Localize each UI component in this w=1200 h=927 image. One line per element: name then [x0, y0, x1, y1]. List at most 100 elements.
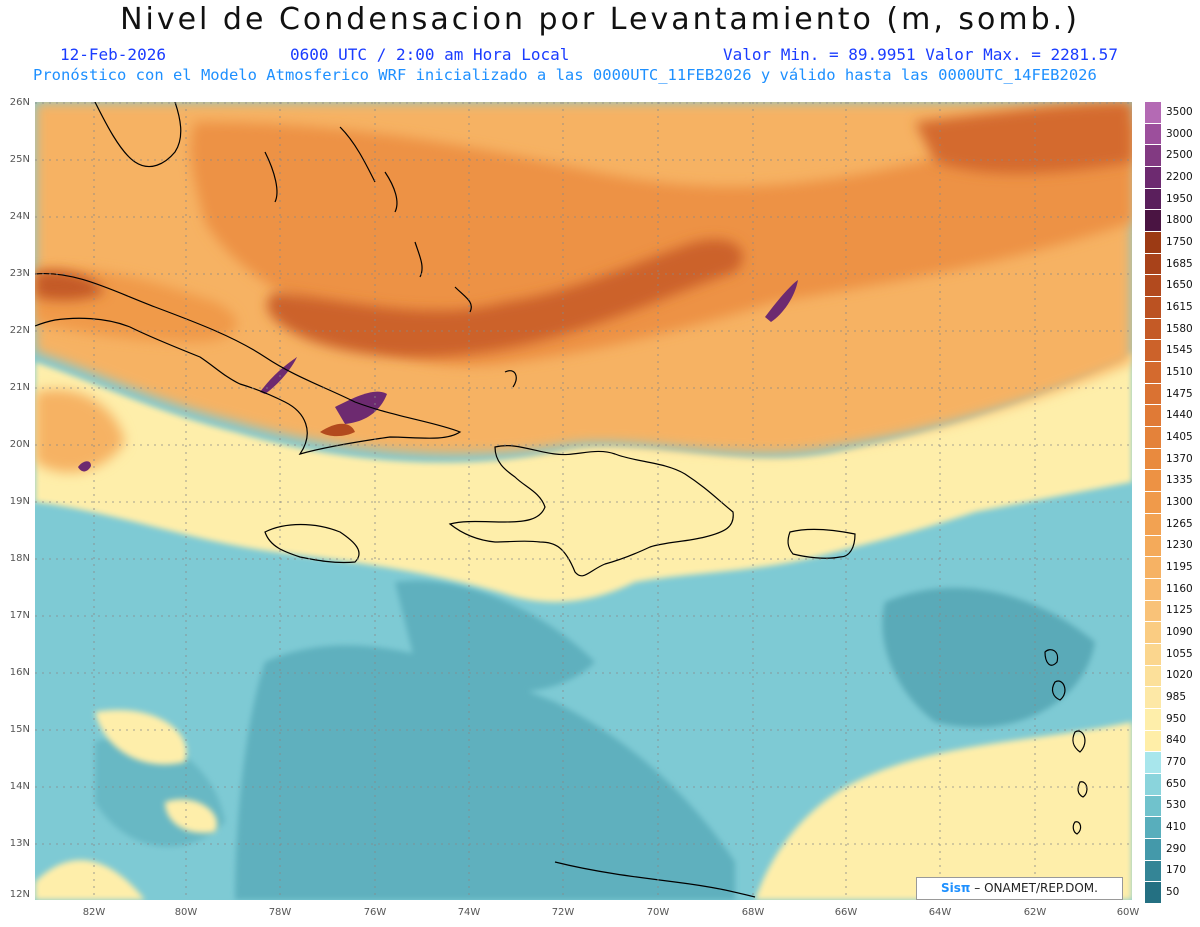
colorbar-label: 1440 — [1166, 409, 1193, 422]
colorbar-label: 3000 — [1166, 127, 1193, 140]
lon-label: 62W — [1023, 907, 1047, 918]
colorbar-swatch — [1145, 513, 1161, 536]
colorbar-label: 1370 — [1166, 452, 1193, 465]
sisp-logo: Sisπ — [941, 881, 971, 895]
lon-label: 70W — [646, 907, 670, 918]
colorbar-swatch — [1145, 297, 1161, 319]
colorbar-swatch — [1145, 383, 1161, 406]
coastlines — [35, 102, 1088, 898]
lon-label: 72W — [551, 907, 575, 918]
forecast-date: 12-Feb-2026 — [60, 45, 166, 64]
colorbar-swatch — [1145, 275, 1161, 298]
lon-label: 74W — [457, 907, 481, 918]
colorbar-swatch — [1145, 102, 1161, 124]
colorbar-swatch — [1145, 427, 1161, 449]
colorbar-label: 1750 — [1166, 235, 1193, 248]
colorbar-swatch — [1145, 405, 1161, 428]
map-title: Nivel de Condensacion por Levantamiento … — [120, 2, 1080, 37]
colorbar-label: 170 — [1166, 864, 1187, 877]
colorbar-label: 1510 — [1166, 365, 1193, 378]
colorbar-swatch — [1145, 643, 1161, 666]
colorbar-label: 1685 — [1166, 257, 1193, 270]
lon-label: 66W — [834, 907, 858, 918]
colorbar-swatch — [1145, 665, 1161, 688]
colorbar-swatch — [1145, 860, 1161, 883]
lon-label: 76W — [363, 907, 387, 918]
colorbar-label: 1160 — [1166, 582, 1193, 595]
colorbar-swatch — [1145, 448, 1161, 471]
forecast-time: 0600 UTC / 2:00 am Hora Local — [290, 45, 570, 64]
lcl-map — [35, 102, 1132, 900]
lat-lon-grid — [35, 102, 1132, 900]
colorbar-label: 1300 — [1166, 496, 1193, 508]
colorbar-label: 530 — [1166, 799, 1187, 812]
colorbar-swatch — [1145, 557, 1161, 579]
colorbar-swatch — [1145, 817, 1161, 839]
colorbar-swatch — [1145, 795, 1161, 818]
colorbar-swatch — [1145, 492, 1161, 514]
lat-label: 22N — [9, 325, 30, 336]
colorbar-label: 1800 — [1166, 214, 1193, 227]
colorbar-swatch — [1145, 318, 1161, 341]
colorbar-label: 1265 — [1166, 517, 1193, 530]
colorbar-swatch — [1145, 210, 1161, 233]
colorbar-label: 1405 — [1166, 430, 1193, 443]
lon-label: 68W — [741, 907, 765, 918]
model-description: Pronóstico con el Modelo Atmosferico WRF… — [33, 66, 1097, 84]
colorbar-swatch — [1145, 470, 1161, 493]
colorbar-label: 1195 — [1166, 561, 1193, 574]
colorbar-swatch — [1145, 253, 1161, 276]
colorbar-swatch — [1145, 730, 1161, 753]
lat-label: 12N — [9, 889, 30, 900]
lat-label: 20N — [9, 439, 30, 450]
colorbar-swatch — [1145, 882, 1161, 904]
lon-label: 64W — [928, 907, 952, 918]
min-max-values: Valor Min. = 89.9951 Valor Max. = 2281.5… — [723, 45, 1118, 64]
colorbar-swatch — [1145, 232, 1161, 254]
lat-label: 17N — [9, 610, 30, 621]
colorbar-label: 1020 — [1166, 669, 1193, 682]
colorbar-label: 950 — [1166, 712, 1187, 725]
colorbar-label: 2200 — [1166, 170, 1193, 183]
colorbar — [1145, 102, 1161, 904]
colorbar-swatch — [1145, 340, 1161, 363]
colorbar-label: 1230 — [1166, 539, 1193, 552]
colorbar-swatch — [1145, 752, 1161, 774]
lat-label: 23N — [9, 268, 30, 279]
colorbar-swatch — [1145, 535, 1161, 558]
colorbar-label: 1125 — [1166, 604, 1193, 617]
lat-label: 21N — [9, 382, 30, 393]
lat-label: 14N — [9, 781, 30, 792]
colorbar-swatch — [1145, 188, 1161, 211]
colorbar-label: 410 — [1166, 821, 1187, 834]
lat-label: 15N — [9, 724, 30, 735]
lon-label: 82W — [82, 907, 106, 918]
lat-label: 24N — [9, 211, 30, 222]
lat-label: 13N — [9, 838, 30, 849]
colorbar-swatch — [1145, 600, 1161, 623]
colorbar-label: 985 — [1166, 691, 1187, 704]
colorbar-swatch — [1145, 773, 1161, 796]
colorbar-label: 1650 — [1166, 279, 1193, 292]
colorbar-swatch — [1145, 145, 1161, 168]
colorbar-swatch — [1145, 123, 1161, 146]
colorbar-label: 1545 — [1166, 344, 1193, 357]
colorbar-label: 650 — [1166, 777, 1187, 790]
colorbar-swatch — [1145, 622, 1161, 644]
lat-label: 16N — [9, 667, 30, 678]
colorbar-label: 1950 — [1166, 192, 1193, 205]
colorbar-swatch — [1145, 578, 1161, 601]
credit-text: – ONAMET/REP.DOM. — [974, 881, 1098, 895]
colorbar-label: 290 — [1166, 842, 1187, 855]
colorbar-label: 1090 — [1166, 626, 1193, 639]
colorbar-label: 3500 — [1166, 105, 1193, 118]
lon-label: 78W — [268, 907, 292, 918]
colorbar-swatch — [1145, 167, 1161, 189]
colorbar-label: 1335 — [1166, 474, 1193, 487]
colorbar-label: 1615 — [1166, 300, 1193, 313]
colorbar-swatch — [1145, 362, 1161, 384]
lat-label: 26N — [9, 97, 30, 108]
colorbar-swatch — [1145, 838, 1161, 861]
lon-label: 60W — [1116, 907, 1140, 918]
colorbar-label: 50 — [1166, 886, 1180, 899]
